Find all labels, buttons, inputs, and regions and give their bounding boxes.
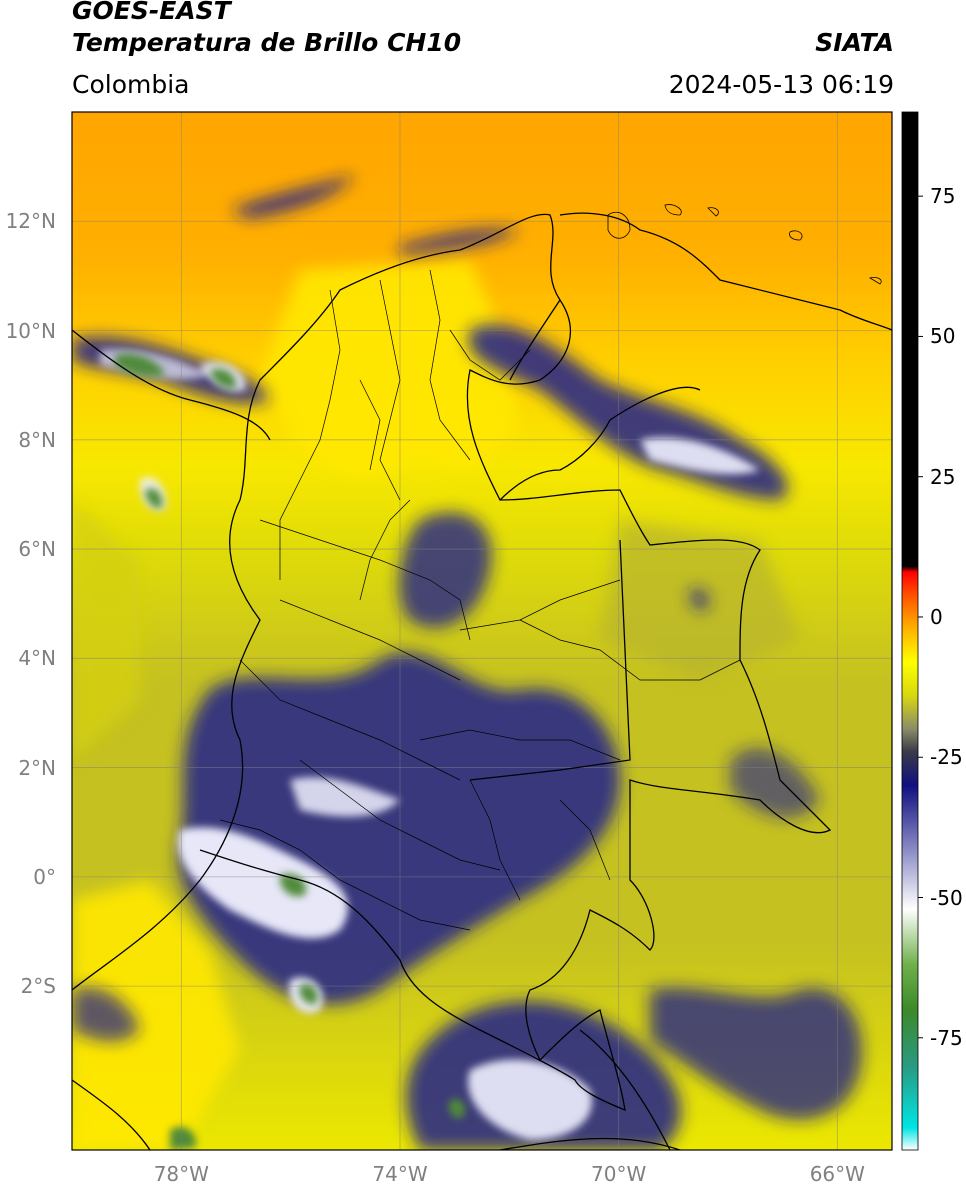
satellite-title: GOES-EAST <box>72 0 231 25</box>
cloud-regions-green <box>115 353 466 1150</box>
lat-tick-label: 0° <box>33 864 56 889</box>
colorbar-tick-label: 0 <box>930 604 943 629</box>
colorbar-tick-label: 50 <box>930 324 956 349</box>
lat-tick-label: 2°N <box>18 755 56 780</box>
department-borders <box>219 269 741 931</box>
colorbar-tick-label: 75 <box>930 184 956 209</box>
lat-tick-label: 8°N <box>18 427 56 452</box>
institution-label: SIATA <box>815 28 894 57</box>
colorbar-tick-label: -25 <box>930 745 963 770</box>
lat-tick-label: 2°S <box>20 974 56 999</box>
lon-tick-label: 66°W <box>809 1162 865 1186</box>
lat-tick-label: 10°N <box>5 318 56 343</box>
lat-tick-label: 6°N <box>18 537 56 562</box>
product-title: Temperatura de Brillo CH10 <box>72 28 462 57</box>
lon-tick-label: 74°W <box>372 1162 428 1186</box>
islands <box>607 204 882 285</box>
lon-tick-label: 70°W <box>591 1162 647 1186</box>
colorbar-tick-label: 25 <box>930 464 956 489</box>
lat-tick-label: 12°N <box>5 209 56 234</box>
lat-tick-label: 4°N <box>18 646 56 671</box>
lon-tick-label: 78°W <box>153 1162 209 1186</box>
graticule <box>72 112 892 1150</box>
colorbar-tick-label: -75 <box>930 1025 963 1050</box>
datetime-label: 2024-05-13 06:19 <box>668 70 894 99</box>
colorbar-ticks <box>918 195 923 1039</box>
region-label: Colombia <box>72 70 190 99</box>
map-image <box>72 112 892 1150</box>
country-borders <box>72 212 892 1150</box>
colorbar <box>901 111 919 1151</box>
map-frame <box>71 111 893 1151</box>
colorbar-tick-label: -50 <box>930 885 963 910</box>
